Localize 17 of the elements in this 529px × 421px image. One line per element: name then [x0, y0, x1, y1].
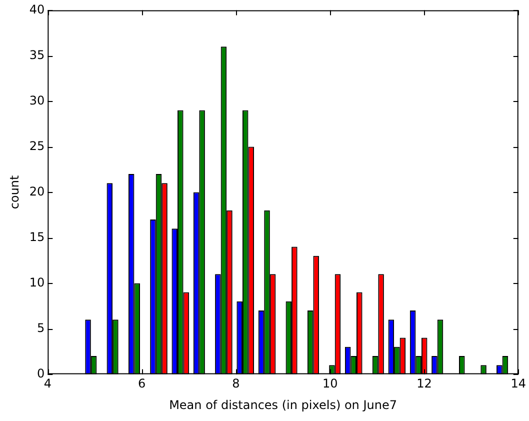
x-tick-label: 6: [138, 376, 146, 391]
y-tick-label: 40: [29, 2, 45, 16]
y-tick-label: 15: [29, 230, 45, 244]
y-tick-label: 10: [29, 275, 45, 290]
y-tick-label: 5: [37, 320, 45, 335]
y-axis-title: count: [7, 174, 22, 210]
y-tick-label: 35: [29, 48, 45, 62]
y-tick-label: 0: [37, 366, 45, 380]
x-axis-title: Mean of distances (in pixels) on June7: [169, 398, 397, 412]
x-tick-label: 14: [510, 376, 526, 391]
y-tick-label: 30: [29, 93, 45, 108]
x-tick-label: 8: [232, 376, 240, 391]
y-tick-label: 25: [29, 138, 45, 153]
x-tick-label: 12: [416, 376, 432, 391]
x-tick-label: 10: [322, 376, 338, 391]
x-tick-label: 4: [44, 376, 52, 391]
y-tick-label: 20: [29, 184, 45, 198]
